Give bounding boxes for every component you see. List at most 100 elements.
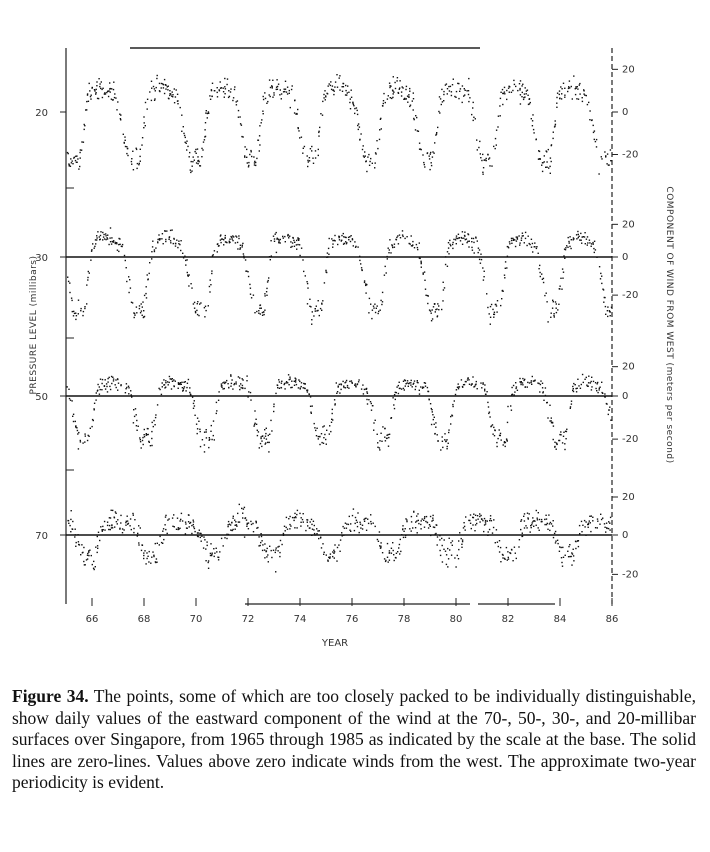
data-point (294, 381, 297, 383)
data-point (561, 268, 564, 270)
data-point (404, 379, 407, 382)
data-point (449, 243, 451, 246)
data-point (576, 86, 578, 88)
data-point (404, 97, 406, 100)
data-point (596, 390, 598, 392)
data-point (306, 303, 309, 305)
data-point (255, 521, 257, 523)
data-point (165, 380, 167, 382)
data-point (502, 557, 504, 559)
data-point (452, 78, 454, 80)
data-point (354, 516, 357, 519)
data-point (341, 86, 343, 88)
data-point (350, 235, 352, 237)
data-point (471, 249, 474, 251)
data-point (135, 148, 138, 151)
data-point (136, 534, 139, 536)
data-point (444, 263, 447, 266)
data-point (425, 520, 427, 523)
data-point (212, 420, 215, 422)
data-point (179, 520, 181, 522)
data-point (154, 424, 156, 426)
data-point (188, 526, 190, 528)
data-point (610, 306, 613, 308)
data-point (153, 419, 155, 422)
data-point (87, 270, 89, 273)
data-point (361, 524, 364, 526)
data-point (212, 434, 214, 437)
data-point (421, 518, 423, 520)
data-point (505, 438, 508, 440)
data-point (175, 89, 177, 91)
data-point (528, 103, 531, 105)
data-point (161, 386, 163, 388)
data-point (331, 238, 333, 240)
data-point (523, 515, 525, 517)
data-point (276, 88, 279, 90)
data-point (555, 448, 557, 450)
data-point (138, 542, 140, 544)
data-point (534, 380, 536, 382)
data-point (124, 139, 126, 141)
data-point (81, 141, 83, 143)
data-point (131, 395, 133, 397)
data-point (337, 386, 339, 388)
data-point (459, 240, 462, 242)
data-point (537, 252, 539, 254)
data-point (400, 91, 403, 93)
data-point (395, 552, 398, 554)
data-point (288, 384, 290, 386)
data-point (287, 382, 289, 384)
data-point (103, 233, 105, 236)
data-point (232, 528, 234, 531)
data-point (468, 77, 470, 80)
data-point (525, 525, 527, 527)
data-point (608, 164, 610, 166)
data-point (461, 543, 463, 545)
data-point (407, 385, 409, 387)
data-point (342, 525, 344, 528)
data-point (205, 112, 207, 114)
data-point (357, 123, 360, 125)
data-point (408, 96, 410, 98)
data-point (246, 270, 248, 272)
data-point (466, 90, 468, 92)
data-point (446, 448, 448, 450)
data-point (151, 437, 153, 440)
data-point (75, 318, 77, 321)
data-point (99, 539, 101, 542)
data-point (362, 384, 364, 386)
data-point (519, 80, 522, 82)
data-point (72, 420, 75, 423)
data-point (405, 518, 407, 520)
data-point (99, 83, 101, 85)
data-point (523, 96, 525, 99)
data-point (469, 514, 472, 516)
data-point (163, 538, 165, 541)
data-point (158, 82, 161, 85)
data-point (166, 532, 168, 535)
data-point (143, 552, 145, 554)
data-point (386, 437, 388, 439)
data-point (461, 539, 464, 541)
data-point (333, 557, 335, 559)
wind-speed-tick-label: 0 (622, 391, 628, 402)
data-point (237, 116, 240, 118)
data-point (558, 439, 560, 442)
data-point (546, 401, 548, 404)
data-point (230, 235, 232, 238)
data-point (148, 441, 150, 443)
data-point (287, 234, 289, 237)
data-point (354, 383, 357, 385)
data-point (114, 511, 117, 513)
data-point (540, 518, 543, 521)
data-point (293, 384, 296, 386)
data-point (99, 234, 102, 237)
data-point (374, 152, 377, 154)
data-point (447, 547, 449, 550)
data-point (439, 98, 442, 100)
data-point (112, 99, 114, 101)
data-point (595, 387, 597, 390)
data-point (195, 148, 197, 151)
data-point (423, 519, 425, 521)
